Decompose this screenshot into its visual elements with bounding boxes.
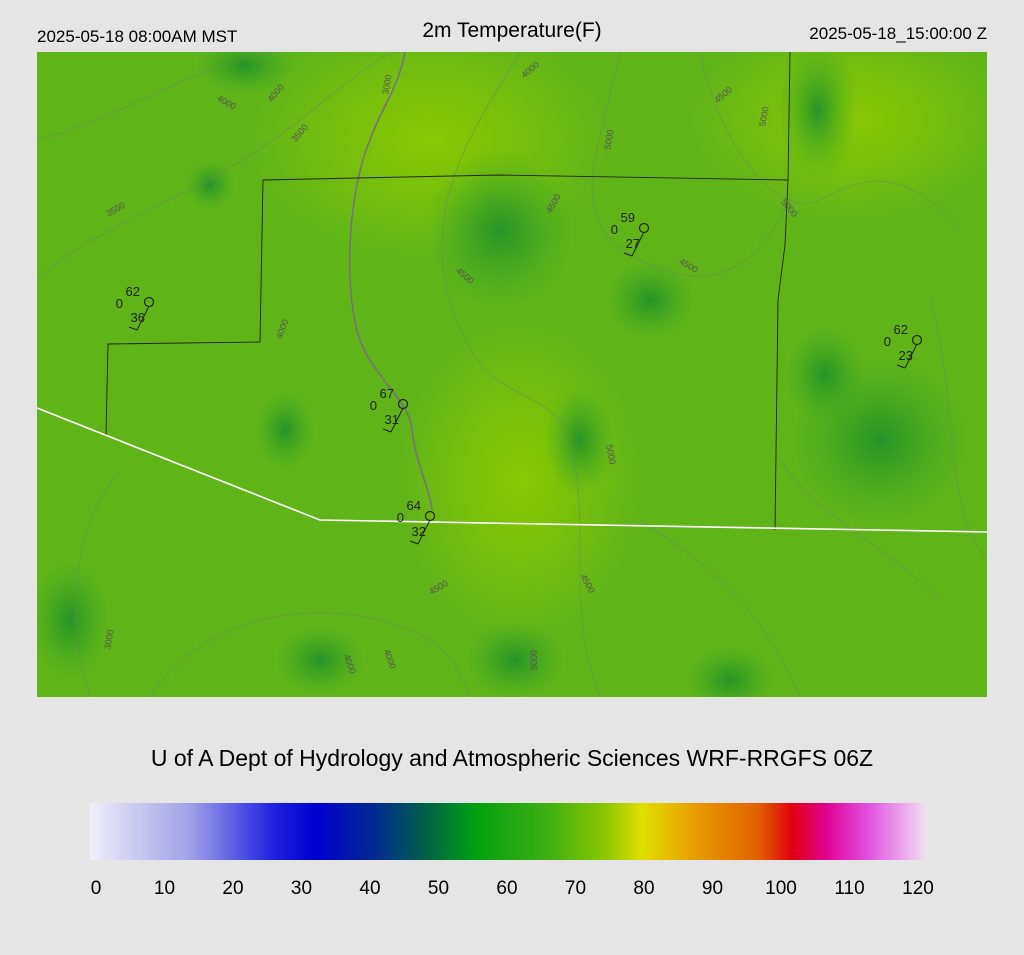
contour-label: 5000 bbox=[529, 650, 539, 670]
dark-area bbox=[778, 52, 858, 180]
dark-area bbox=[545, 385, 615, 495]
station-code: 0 bbox=[611, 222, 618, 237]
map-title: 2m Temperature(F) bbox=[422, 19, 601, 42]
wind-barb bbox=[390, 407, 404, 433]
header-right: 2025-05-18_15:00:00 Z bbox=[809, 24, 987, 43]
contours bbox=[37, 52, 987, 697]
station-dew: 32 bbox=[412, 524, 426, 539]
wind-barb bbox=[409, 540, 419, 545]
station-temp: 64 bbox=[407, 498, 421, 513]
dark-area bbox=[605, 260, 695, 340]
colorbar-tick-label: 120 bbox=[902, 878, 934, 899]
colorbar-tick-label: 110 bbox=[834, 878, 864, 899]
contour-label: 5000 bbox=[604, 444, 617, 465]
boundaries bbox=[105, 52, 791, 531]
station-temp: 62 bbox=[126, 284, 140, 299]
colorbar-tick-label: 100 bbox=[765, 878, 797, 899]
colorbar-tick-label: 40 bbox=[359, 878, 380, 899]
colorbar-tick-label: 30 bbox=[291, 878, 312, 899]
station-temp: 67 bbox=[380, 386, 394, 401]
station-code: 0 bbox=[116, 296, 123, 311]
station-temp: 62 bbox=[894, 322, 908, 337]
station: 620 36 bbox=[116, 284, 155, 331]
dark-area bbox=[37, 560, 110, 680]
header-left: 2025-05-18 08:00AM MST bbox=[37, 27, 237, 46]
dark-area bbox=[685, 645, 775, 697]
credit: U of A Dept of Hydrology and Atmospheric… bbox=[151, 745, 873, 771]
wind-barb bbox=[904, 343, 918, 369]
wind-barb bbox=[417, 519, 431, 545]
station: 620 23 bbox=[884, 322, 923, 369]
contour-label: 3000 bbox=[380, 74, 393, 95]
colorbar-ticks: 0 10 20 30 40 50 60 70 80 90 100 110 120 bbox=[91, 878, 934, 899]
station: 640 32 bbox=[397, 498, 436, 545]
station: 590 27 bbox=[611, 210, 650, 257]
river bbox=[349, 52, 433, 511]
contour-label: 5000 bbox=[757, 106, 770, 127]
colorbar-tick-label: 20 bbox=[222, 878, 243, 899]
wind-barb bbox=[631, 231, 645, 257]
station: 670 31 bbox=[370, 386, 409, 433]
wind-barb bbox=[382, 428, 392, 433]
dark-area bbox=[195, 52, 295, 95]
station-code: 0 bbox=[884, 334, 891, 349]
wind-barb bbox=[128, 326, 138, 331]
dark-area bbox=[275, 625, 365, 695]
dark-area bbox=[785, 325, 865, 425]
dark-area bbox=[255, 390, 315, 470]
colorbar-tick-label: 90 bbox=[702, 878, 723, 899]
colorbar-tick-label: 60 bbox=[496, 878, 517, 899]
dark-area bbox=[185, 160, 235, 210]
wind-barb bbox=[136, 305, 150, 331]
map: 4000 400035003000350040004500450050005000… bbox=[37, 52, 987, 697]
colorbar bbox=[90, 803, 926, 860]
dark-area bbox=[465, 620, 565, 697]
station-dew: 36 bbox=[131, 310, 145, 325]
contour-label: 3000 bbox=[102, 629, 115, 650]
state-line bbox=[37, 407, 987, 533]
colorbar-tick-label: 70 bbox=[565, 878, 586, 899]
colorbar-tick-label: 0 bbox=[91, 878, 102, 899]
station-dew: 27 bbox=[626, 236, 640, 251]
station-temp: 59 bbox=[621, 210, 635, 225]
station-code: 0 bbox=[370, 398, 377, 413]
dark-area bbox=[425, 150, 575, 310]
colorbar-tick-label: 10 bbox=[154, 878, 175, 899]
colorbar-tick-label: 50 bbox=[428, 878, 449, 899]
colorbar-tick-label: 80 bbox=[633, 878, 654, 899]
wind-barb bbox=[896, 364, 906, 369]
contour-label: 5000 bbox=[602, 129, 615, 150]
wind-barb bbox=[623, 252, 633, 257]
station-dew: 31 bbox=[385, 412, 399, 427]
station-code: 0 bbox=[397, 510, 404, 525]
station-dew: 23 bbox=[899, 348, 913, 363]
